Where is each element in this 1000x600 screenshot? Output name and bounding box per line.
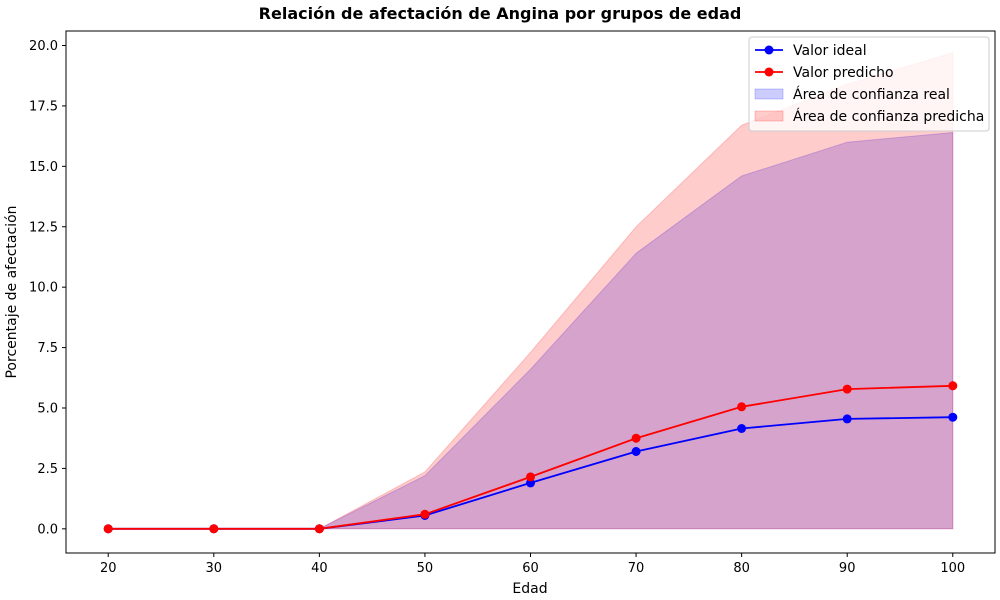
- x-tick-label: 100: [940, 561, 965, 576]
- chart-title: Relación de afectación de Angina por gru…: [259, 4, 742, 23]
- y-tick-label: 15.0: [29, 160, 58, 175]
- legend-patch-real: [754, 88, 784, 100]
- data-point-ideal-80: [737, 424, 747, 433]
- legend-label-predicha: Área de confianza predicha: [793, 108, 984, 125]
- x-axis-label: Edad: [512, 581, 547, 597]
- y-tick-label: 7.5: [37, 341, 58, 356]
- y-axis-label: Porcentaje de afectación: [4, 205, 20, 378]
- y-tick-label: 10.0: [29, 281, 58, 296]
- x-tick-label: 90: [839, 561, 856, 576]
- data-point-predicho-90: [842, 384, 852, 394]
- y-tick-label: 5.0: [37, 402, 58, 417]
- data-point-ideal-70: [631, 447, 641, 456]
- series-points: [103, 381, 958, 534]
- data-point-predicho-30: [209, 524, 219, 534]
- legend-marker-ideal: [764, 45, 774, 55]
- legend-box: [748, 36, 990, 132]
- y-tick-label: 17.5: [29, 99, 58, 114]
- x-tick-label: 70: [628, 561, 645, 576]
- y-tick-label: 0.0: [37, 522, 58, 537]
- data-point-ideal-100: [948, 412, 958, 422]
- legend-label-real: Área de confianza real: [793, 86, 950, 103]
- legend-patch-predicha: [754, 110, 784, 122]
- x-tick-label: 30: [206, 561, 223, 576]
- x-tick-label: 20: [100, 561, 117, 576]
- y-tick-label: 12.5: [29, 220, 58, 235]
- legend-label-ideal: Valor ideal: [793, 43, 867, 59]
- x-tick-label: 50: [417, 561, 434, 576]
- legend-label-predicho: Valor predicho: [793, 65, 894, 81]
- data-point-predicho-70: [631, 433, 641, 443]
- x-tick-label: 60: [522, 561, 539, 576]
- x-tick-label: 40: [311, 561, 328, 576]
- y-tick-label: 20.0: [29, 39, 58, 54]
- legend: Valor ideal Valor predicho Área de confian…: [748, 36, 990, 132]
- data-point-predicho-40: [314, 524, 324, 534]
- legend-marker-predicho: [764, 67, 774, 77]
- x-axis-ticks: 20 30 40 50 60 70 80 90 100: [100, 553, 965, 576]
- data-point-predicho-100: [948, 381, 958, 391]
- data-point-predicho-20: [103, 524, 113, 534]
- data-point-predicho-60: [526, 472, 535, 482]
- y-axis-ticks: 0.0 2.5 5.0 7.5 10.0 12.5 15.0 17.5 20.0: [29, 39, 66, 537]
- data-point-predicho-80: [737, 402, 747, 412]
- y-tick-label: 2.5: [37, 462, 58, 477]
- data-point-predicho-50: [420, 509, 430, 519]
- data-point-ideal-90: [842, 414, 852, 424]
- x-tick-label: 80: [733, 561, 750, 576]
